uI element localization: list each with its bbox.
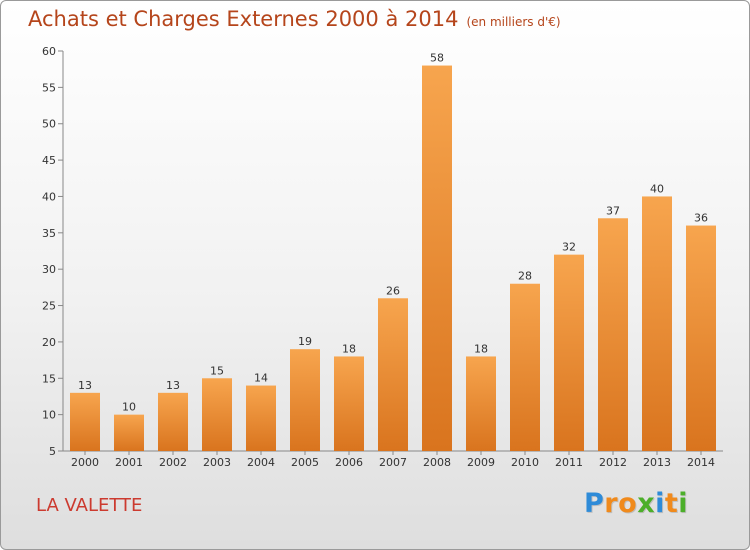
x-tick-label: 2002 xyxy=(159,456,187,469)
logo-letter: r xyxy=(604,488,619,519)
data-label: 10 xyxy=(122,401,136,414)
data-label: 58 xyxy=(430,52,444,65)
location-label: LA VALETTE xyxy=(36,495,143,516)
x-tick-label: 2010 xyxy=(511,456,539,469)
bar xyxy=(510,283,540,451)
chart-title: Achats et Charges Externes 2000 à 2014 (e… xyxy=(28,7,561,31)
logo-letter: i xyxy=(655,488,665,519)
bar xyxy=(246,385,276,451)
data-label: 18 xyxy=(342,342,356,355)
bar xyxy=(686,225,716,451)
bar xyxy=(158,392,188,451)
y-tick-label: 20 xyxy=(42,336,56,349)
x-tick-label: 2006 xyxy=(335,456,363,469)
x-tick-label: 2004 xyxy=(247,456,275,469)
data-label: 37 xyxy=(606,204,620,217)
data-label: 26 xyxy=(386,284,400,297)
x-tick-label: 2011 xyxy=(555,456,583,469)
y-tick-label: 25 xyxy=(42,300,56,313)
data-label: 13 xyxy=(166,379,180,392)
bar xyxy=(290,349,320,451)
data-label: 40 xyxy=(650,182,664,195)
bar xyxy=(466,356,496,451)
y-tick-label: 60 xyxy=(42,45,56,58)
y-tick-label: 45 xyxy=(42,154,56,167)
x-tick-label: 2003 xyxy=(203,456,231,469)
x-tick-label: 2001 xyxy=(115,456,143,469)
data-label: 32 xyxy=(562,241,576,254)
bar xyxy=(642,196,672,451)
chart-subtitle: (en milliers d'€) xyxy=(466,15,561,29)
logo-letter: P xyxy=(584,488,605,519)
x-tick-label: 2014 xyxy=(687,456,715,469)
data-label: 18 xyxy=(474,342,488,355)
bar xyxy=(422,65,452,451)
x-tick-label: 2005 xyxy=(291,456,319,469)
x-tick-label: 2008 xyxy=(423,456,451,469)
y-tick-label: 30 xyxy=(42,263,56,276)
y-tick-label: 5 xyxy=(49,445,56,458)
x-tick-label: 2013 xyxy=(643,456,671,469)
bar xyxy=(114,414,144,451)
data-label: 13 xyxy=(78,379,92,392)
bar xyxy=(202,378,232,451)
data-label: 14 xyxy=(254,372,268,385)
x-tick-label: 2000 xyxy=(71,456,99,469)
bar xyxy=(554,254,584,451)
data-label: 36 xyxy=(694,212,708,225)
y-tick-label: 50 xyxy=(42,118,56,131)
x-tick-label: 2007 xyxy=(379,456,407,469)
bar xyxy=(334,356,364,451)
proxiti-logo: Proxiti xyxy=(584,488,688,519)
logo-letter: o xyxy=(618,488,638,519)
bar xyxy=(378,298,408,451)
logo-letter: i xyxy=(678,488,689,519)
bar xyxy=(598,218,628,451)
y-tick-label: 35 xyxy=(42,227,56,240)
y-tick-label: 10 xyxy=(42,409,56,422)
x-tick-label: 2009 xyxy=(467,456,495,469)
y-tick-label: 55 xyxy=(42,81,56,94)
data-label: 15 xyxy=(210,364,224,377)
logo-letter: t xyxy=(664,488,679,519)
y-tick-label: 40 xyxy=(42,190,56,203)
data-label: 28 xyxy=(518,270,532,283)
data-label: 19 xyxy=(298,335,312,348)
chart-title-text: Achats et Charges Externes 2000 à 2014 xyxy=(28,7,459,31)
logo-letter: x xyxy=(637,488,656,519)
y-tick-label: 15 xyxy=(42,372,56,385)
bar xyxy=(70,392,100,451)
x-tick-label: 2012 xyxy=(599,456,627,469)
